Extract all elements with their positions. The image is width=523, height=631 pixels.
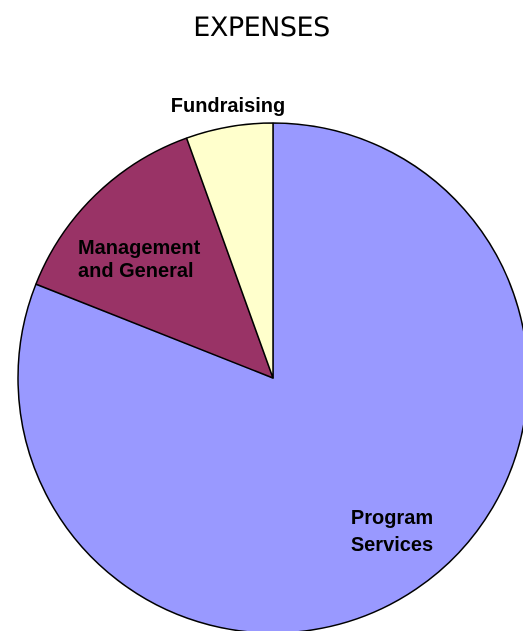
pie-slice-program-services <box>17 122 523 631</box>
pie-slice-fundraising <box>185 122 274 379</box>
pie-labels: Program Services Management and General Fund… <box>78 95 433 556</box>
pie-slices <box>17 122 523 631</box>
chart-title: EXPENSES <box>193 12 330 43</box>
pie-slice-management-and-general <box>35 137 274 379</box>
pie-label-fundraising: Fundraising <box>171 95 285 117</box>
pie-label-program-services: Program Services <box>351 507 433 556</box>
pie-label-management-and-general: Management and General <box>78 237 201 282</box>
